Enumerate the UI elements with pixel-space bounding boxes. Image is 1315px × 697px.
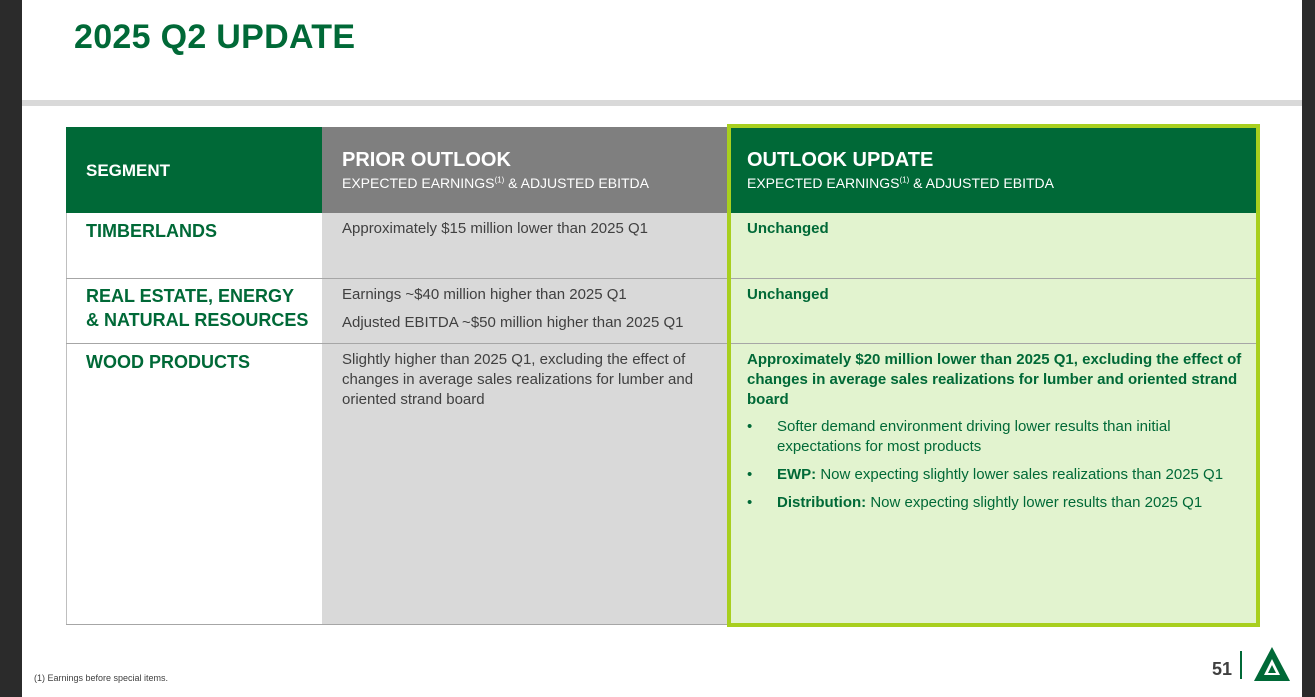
header-update-cell: OUTLOOK UPDATE EXPECTED EARNINGS(1) & AD… [727, 127, 1260, 213]
page-title: 2025 Q2 UPDATE [74, 18, 356, 56]
wood-products-bullets: • Softer demand environment driving lower… [747, 417, 1252, 521]
header-segment-label: SEGMENT [86, 161, 171, 180]
list-item: • Distribution: Now expecting slightly lo… [747, 494, 1203, 511]
segment-wood-products: WOOD PRODUCTS [86, 352, 250, 372]
row-divider [66, 343, 1260, 344]
header-update-subtitle: EXPECTED EARNINGS(1) & ADJUSTED EBITDA [747, 175, 1054, 191]
header-update-title: OUTLOOK UPDATE [747, 149, 934, 171]
list-item: • Softer demand environment driving lower… [747, 418, 1171, 455]
header-segment-cell: SEGMENT [66, 127, 322, 213]
prior-timberlands: Approximately $15 million lower than 202… [342, 220, 648, 237]
prior-real-estate: Earnings ~$40 million higher than 2025 Q… [342, 286, 684, 331]
prior-outlook-column [322, 213, 727, 624]
header-prior-title: PRIOR OUTLOOK [342, 149, 511, 171]
list-item: • EWP: Now expecting slightly lower sales… [747, 466, 1224, 483]
update-timberlands: Unchanged [747, 220, 829, 237]
footnote: (1) Earnings before special items. [34, 673, 169, 683]
segment-column [66, 213, 322, 624]
prior-wood-products: Slightly higher than 2025 Q1, excluding … [342, 351, 694, 408]
page-number: 51 [1212, 659, 1233, 679]
segment-real-estate: REAL ESTATE, ENERGY & NATURAL RESOURCES [86, 286, 309, 330]
slide: 2025 Q2 UPDATE SEGMENT PRIOR OUTLOOK EXP… [22, 0, 1302, 697]
header-prior-cell: PRIOR OUTLOOK EXPECTED EARNINGS(1) & ADJ… [322, 127, 727, 213]
header-prior-subtitle: EXPECTED EARNINGS(1) & ADJUSTED EBITDA [342, 175, 649, 191]
title-divider [22, 100, 1302, 106]
table-bottom-border [66, 624, 1260, 625]
update-wood-products: Approximately $20 million lower than 202… [747, 351, 1242, 408]
page-number-divider [1240, 651, 1242, 679]
window-edge [1302, 0, 1315, 697]
update-real-estate: Unchanged [747, 286, 829, 303]
segment-timberlands: TIMBERLANDS [86, 221, 217, 241]
outlook-update-column [727, 213, 1260, 624]
row-divider [66, 278, 1260, 279]
company-logo [1254, 647, 1290, 681]
